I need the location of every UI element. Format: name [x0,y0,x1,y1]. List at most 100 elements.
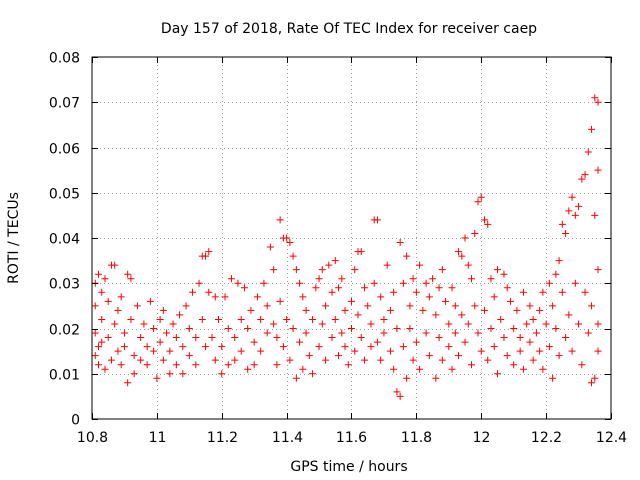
data-point [296,279,304,287]
data-point [143,361,151,369]
data-point [386,347,394,355]
data-point [575,320,583,328]
x-tick-label: 12.4 [596,430,627,446]
data-point [137,356,145,364]
data-point [289,325,297,332]
data-point [403,374,411,382]
data-point [344,361,352,369]
data-point [189,288,197,296]
data-point [98,338,106,346]
data-point [94,361,102,369]
data-point [360,284,368,292]
data-point [292,266,300,274]
data-point [296,338,304,346]
data-point [455,248,463,256]
data-point [156,315,164,323]
data-point [578,361,586,369]
data-point [558,288,566,296]
data-point [526,338,534,346]
data-point [218,370,226,378]
data-point [172,361,180,369]
data-point [111,320,119,328]
data-point [412,338,420,346]
data-point [451,302,459,310]
data-point [558,220,566,228]
data-point [263,302,271,310]
data-point [503,352,511,360]
data-point [442,297,450,305]
data-point [283,315,291,323]
data-point [211,356,219,364]
data-point [555,257,563,265]
data-point [182,302,190,310]
data-point [552,325,560,332]
data-point [130,370,138,378]
data-point [331,257,339,265]
data-point [179,370,187,378]
data-point [266,243,274,251]
data-point [127,315,135,323]
data-point [322,302,330,310]
data-point [396,239,404,247]
data-point [500,270,508,278]
data-point [477,347,485,355]
data-point [562,334,570,342]
data-point [94,343,102,351]
data-point [506,297,514,305]
data-point [464,320,472,328]
data-point [497,315,505,323]
data-point [279,343,287,351]
data-point [588,125,596,133]
data-point [539,288,547,296]
data-point [487,275,495,283]
data-point [487,325,495,332]
data-point [302,329,310,337]
data-point [124,270,132,278]
data-point [386,306,394,314]
data-point [562,229,570,237]
data-points [91,94,602,400]
data-point [250,338,258,346]
data-point [542,320,550,328]
y-tick-label: 0.05 [49,187,80,203]
data-point [594,266,602,274]
y-tick-label: 0.02 [49,323,80,339]
data-point [493,370,501,378]
data-point [192,334,200,342]
data-point [435,334,443,342]
data-point [357,334,365,342]
data-point [328,288,336,296]
data-point [218,343,226,351]
data-point [432,374,440,382]
data-point [104,297,112,305]
data-point [503,284,511,292]
data-point [367,320,375,328]
data-point [594,320,602,328]
x-tick-label: 11.8 [401,430,432,446]
y-tick-label: 0.04 [49,232,80,248]
data-point [227,275,235,283]
data-point [448,365,456,373]
data-point [176,311,184,319]
data-point [471,302,479,310]
data-point [185,325,193,332]
x-tick-label: 11.4 [272,430,303,446]
data-point [565,311,573,319]
data-point [393,388,401,396]
data-point [403,252,411,260]
data-point [348,297,355,305]
data-point [416,261,424,269]
data-point [591,211,599,219]
data-point [101,365,109,373]
y-tick-label: 0 [71,413,80,429]
data-point [318,320,326,328]
data-point [150,347,158,355]
data-point [276,297,284,305]
y-tick-label: 0.03 [49,277,80,293]
data-point [438,356,446,364]
data-point [231,356,239,364]
data-point [351,266,359,274]
data-point [237,347,245,355]
data-point [575,202,583,210]
data-point [448,284,456,292]
